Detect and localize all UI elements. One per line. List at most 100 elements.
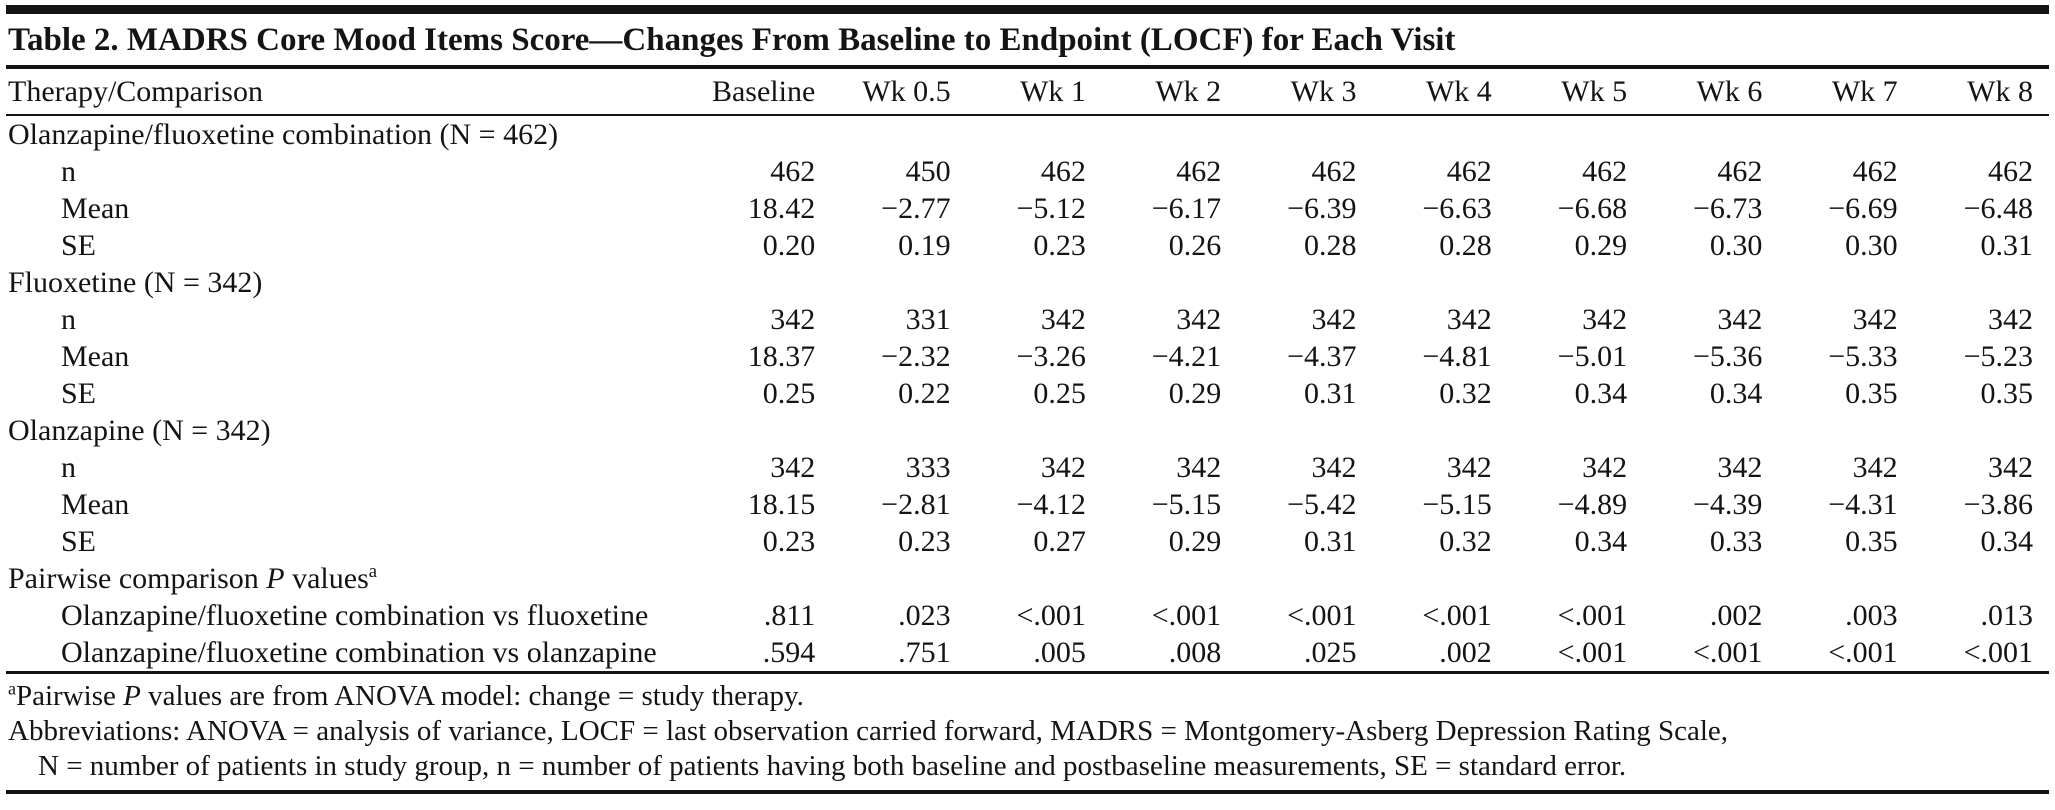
data-row-n: n 342 333 342 342 342 342 342 342 342 342 (6, 449, 2049, 486)
value-cell: 342 (1176, 451, 1222, 484)
row-label: Olanzapine/fluoxetine combination vs ola… (61, 636, 657, 669)
value-cell: 18.37 (747, 340, 816, 373)
value-cell: <.001 (1828, 636, 1898, 669)
value-cell: 0.28 (1439, 229, 1492, 262)
value-cell: 0.29 (1168, 377, 1222, 410)
value-cell: −4.89 (1557, 488, 1628, 521)
row-label: n (61, 451, 76, 484)
value-cell: 0.23 (1033, 229, 1086, 262)
data-row-mean: Mean 18.15 −2.81 −4.12 −5.15 −5.42 −5.15 −4.89 −… (6, 486, 2049, 523)
data-row-se: SE 0.20 0.19 0.23 0.26 0.28 0.28 0.29 0.30 0.30 0.… (6, 227, 2049, 264)
value-cell: −4.37 (1287, 340, 1357, 373)
section-header-row: Fluoxetine (N = 342) (6, 264, 2049, 301)
value-cell: 0.29 (1574, 229, 1628, 262)
value-cell: 342 (1311, 303, 1357, 336)
value-cell: 342 (1446, 303, 1492, 336)
column-header-wk-5: Wk 5 (1507, 69, 1644, 116)
table-bottom-rule (6, 790, 2049, 794)
footnote-a-text-post: values are from ANOVA model: change = st… (140, 680, 804, 712)
value-cell: <.001 (1692, 636, 1763, 669)
data-row-olanzapine-fluoxetine-combination-vs-fluoxetine: Olanzapine/fluoxetine combination vs flu… (6, 597, 2049, 634)
row-label: Mean (61, 340, 130, 373)
value-cell: 0.20 (762, 229, 816, 262)
value-cell: 18.42 (747, 192, 816, 225)
value-cell: .811 (763, 599, 816, 632)
value-cell: 0.19 (898, 229, 951, 262)
section-label: Olanzapine/fluoxetine combination (N = 4… (6, 115, 2049, 153)
section-label-part: Olanzapine (N = 342) (8, 414, 271, 447)
value-cell: −4.39 (1692, 488, 1763, 521)
header-row: Therapy/Comparison Baseline Wk 0.5 Wk 1 Wk 2… (6, 69, 2049, 116)
value-cell: 0.23 (762, 525, 816, 558)
data-row-se: SE 0.23 0.23 0.27 0.29 0.31 0.32 0.34 0.33 0.35 0.… (6, 523, 2049, 560)
value-cell: 0.23 (898, 525, 951, 558)
value-cell: 342 (1176, 303, 1222, 336)
value-cell: −6.68 (1557, 192, 1628, 225)
value-cell: <.001 (1422, 599, 1492, 632)
value-cell: −4.81 (1422, 340, 1492, 373)
value-cell: 0.31 (1303, 377, 1357, 410)
value-cell: −6.48 (1963, 192, 2033, 225)
value-cell: .023 (898, 599, 951, 632)
section-label-part: Olanzapine/fluoxetine combination (N = 4… (8, 118, 559, 151)
footnote-abbreviations-line1: Abbreviations: ANOVA = analysis of varia… (8, 715, 1729, 747)
value-cell: 0.32 (1439, 525, 1492, 558)
section-label-part: values (284, 562, 369, 595)
value-cell: −2.77 (881, 192, 951, 225)
value-cell: .594 (762, 636, 816, 669)
value-cell: 0.29 (1168, 525, 1222, 558)
value-cell: 462 (1446, 155, 1492, 188)
data-row-mean: Mean 18.42 −2.77 −5.12 −6.17 −6.39 −6.63 −6.68 −… (6, 190, 2049, 227)
value-cell: −2.81 (881, 488, 951, 521)
column-header-baseline: Baseline (696, 69, 832, 116)
column-header-wk-3: Wk 3 (1237, 69, 1373, 116)
value-cell: 18.15 (747, 488, 816, 521)
value-cell: 462 (770, 155, 816, 188)
value-cell: <.001 (1557, 599, 1628, 632)
value-cell: .013 (1980, 599, 2034, 632)
value-cell: 0.30 (1845, 229, 1898, 262)
value-cell: −5.15 (1422, 488, 1492, 521)
value-cell: −5.42 (1287, 488, 1357, 521)
section-label-part: a (368, 561, 378, 582)
section-label-part: Fluoxetine (N = 342) (8, 266, 263, 299)
value-cell: −4.12 (1016, 488, 1086, 521)
value-cell: <.001 (1016, 599, 1086, 632)
value-cell: 0.26 (1168, 229, 1222, 262)
value-cell: 0.35 (1845, 525, 1898, 558)
value-cell: −6.73 (1692, 192, 1763, 225)
value-cell: 342 (1717, 451, 1763, 484)
value-cell: 450 (905, 155, 951, 188)
value-cell: 342 (1852, 303, 1898, 336)
value-cell: −2.32 (881, 340, 951, 373)
column-header-wk-1: Wk 1 (966, 69, 1102, 116)
data-row-n: n 342 331 342 342 342 342 342 342 342 342 (6, 301, 2049, 338)
value-cell: 342 (1988, 451, 2033, 484)
column-header-wk-0.5: Wk 0.5 (831, 69, 967, 116)
value-cell: 342 (1582, 451, 1628, 484)
value-cell: 342 (1311, 451, 1357, 484)
value-cell: 0.32 (1439, 377, 1492, 410)
value-cell: .003 (1845, 599, 1898, 632)
value-cell: 0.35 (1845, 377, 1898, 410)
section-label: Olanzapine (N = 342) (6, 412, 2049, 449)
value-cell: 342 (770, 303, 816, 336)
value-cell: 0.27 (1033, 525, 1086, 558)
value-cell: .005 (1033, 636, 1086, 669)
value-cell: 0.34 (1709, 377, 1763, 410)
value-cell: −4.31 (1828, 488, 1898, 521)
value-cell: 462 (1176, 155, 1222, 188)
data-row-n: n 462 450 462 462 462 462 462 462 462 462 (6, 153, 2049, 190)
section-label-part: P (266, 562, 285, 595)
value-cell: <.001 (1287, 599, 1357, 632)
value-cell: −5.33 (1828, 340, 1898, 373)
value-cell: 0.25 (1033, 377, 1086, 410)
value-cell: 342 (770, 451, 816, 484)
value-cell: <.001 (1151, 599, 1222, 632)
value-cell: −3.26 (1016, 340, 1086, 373)
value-cell: 462 (1582, 155, 1628, 188)
title-divider-rule (6, 65, 2049, 69)
value-cell: 462 (1040, 155, 1086, 188)
value-cell: 0.33 (1709, 525, 1763, 558)
data-row-olanzapine-fluoxetine-combination-vs-olanzapine: Olanzapine/fluoxetine combination vs ola… (6, 634, 2049, 671)
